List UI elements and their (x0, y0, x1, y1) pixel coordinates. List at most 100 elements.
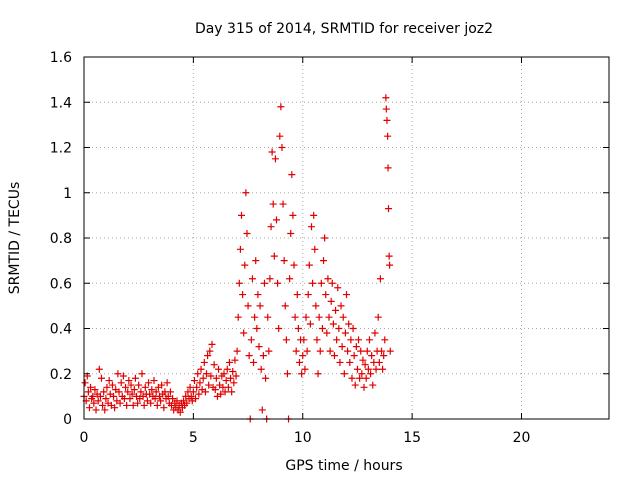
data-point (98, 374, 105, 382)
data-point (358, 370, 366, 378)
data-point (345, 320, 353, 328)
data-point (183, 399, 191, 407)
data-point (230, 379, 238, 387)
data-point (339, 313, 347, 321)
data-point (292, 347, 300, 355)
data-point (289, 211, 297, 219)
data-point (122, 383, 130, 391)
data-point (150, 377, 158, 385)
data-point (210, 361, 218, 369)
data-point (169, 395, 177, 403)
data-point (351, 381, 359, 389)
data-point (201, 388, 209, 396)
data-point (250, 358, 258, 366)
data-point (223, 365, 231, 373)
data-point (295, 358, 303, 366)
data-point (137, 388, 145, 396)
data-point (368, 352, 376, 360)
data-point (352, 343, 360, 351)
data-point (266, 275, 274, 283)
chart-title: Day 315 of 2014, SRMTID for receiver joz… (195, 21, 493, 37)
data-point (332, 306, 340, 314)
data-point (229, 367, 237, 375)
data-point (341, 329, 349, 337)
data-point (253, 325, 261, 332)
data-point (101, 406, 109, 414)
data-point (379, 365, 387, 373)
data-point (94, 397, 102, 405)
data-point (135, 381, 143, 389)
data-point (115, 388, 123, 396)
data-point (309, 279, 317, 287)
data-point (176, 408, 184, 416)
data-point (131, 374, 139, 382)
data-point (157, 397, 165, 405)
data-point (241, 261, 249, 269)
data-point (374, 313, 382, 321)
data-point (329, 320, 337, 328)
data-point (111, 404, 119, 412)
data-point (89, 392, 97, 400)
data-point (128, 390, 136, 398)
data-point (320, 257, 328, 265)
data-point (257, 365, 265, 373)
data-point (95, 365, 103, 373)
data-point (117, 379, 125, 387)
x-axis-label: GPS time / hours (285, 458, 402, 474)
data-point (330, 352, 338, 360)
data-point (151, 395, 159, 403)
data-point (333, 336, 341, 344)
data-point (287, 229, 295, 237)
data-point (96, 392, 104, 400)
data-point (282, 336, 290, 344)
data-point (152, 388, 160, 396)
data-point (163, 379, 171, 387)
data-point (148, 386, 156, 394)
data-point (221, 388, 229, 396)
plot-frame (83, 56, 610, 420)
data-point (245, 352, 253, 360)
data-point (367, 370, 375, 378)
data-point (321, 234, 329, 242)
data-point (325, 313, 333, 321)
data-point (316, 347, 324, 355)
data-point (258, 406, 266, 414)
data-point (299, 352, 307, 360)
data-point (385, 252, 393, 260)
data-point (91, 386, 99, 394)
data-point (259, 352, 267, 360)
data-point (300, 336, 308, 344)
data-point (164, 392, 172, 400)
data-point (206, 347, 214, 355)
data-point (271, 155, 279, 163)
y-tick-label: 0.8 (50, 231, 72, 247)
data-point (350, 352, 358, 360)
data-point (200, 358, 208, 366)
data-point (286, 275, 294, 283)
data-point (298, 370, 306, 378)
data-points (80, 94, 394, 423)
data-point (194, 370, 202, 378)
grid (84, 57, 609, 419)
data-point (215, 365, 223, 373)
data-point (217, 390, 225, 398)
data-point (90, 399, 98, 407)
data-point (127, 381, 135, 389)
data-point (187, 392, 195, 400)
data-point (386, 347, 394, 355)
data-point (84, 388, 92, 396)
data-point (119, 372, 127, 380)
data-point (294, 325, 302, 332)
data-point (371, 329, 379, 337)
data-point (378, 347, 385, 355)
data-point (251, 313, 259, 321)
data-point (359, 356, 367, 364)
x-tick-label: 10 (294, 430, 312, 446)
data-point (274, 279, 282, 287)
data-point (192, 395, 200, 403)
data-point (264, 313, 272, 321)
data-point (208, 340, 216, 348)
data-point (312, 302, 320, 310)
data-point (376, 275, 384, 283)
data-point (244, 302, 252, 310)
